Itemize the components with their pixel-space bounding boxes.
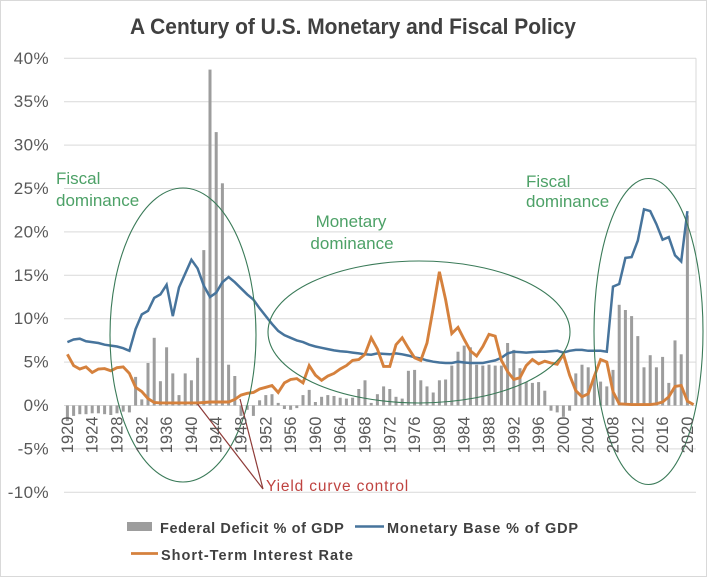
svg-text:1976: 1976 <box>406 417 424 454</box>
svg-text:1972: 1972 <box>381 417 399 454</box>
svg-text:1924: 1924 <box>84 417 102 454</box>
svg-text:1964: 1964 <box>332 417 350 454</box>
svg-text:10%: 10% <box>14 309 49 328</box>
svg-text:15%: 15% <box>14 266 49 285</box>
svg-text:Federal Deficit % of GDP: Federal Deficit % of GDP <box>160 521 344 537</box>
svg-text:Yield curve control: Yield curve control <box>266 478 409 495</box>
svg-text:1960: 1960 <box>307 417 325 454</box>
svg-text:1940: 1940 <box>183 417 201 454</box>
svg-text:0%: 0% <box>24 396 49 415</box>
svg-text:-10%: -10% <box>8 483 49 502</box>
svg-text:2008: 2008 <box>605 417 623 454</box>
svg-text:1928: 1928 <box>109 417 127 454</box>
svg-text:30%: 30% <box>14 136 49 155</box>
svg-text:1920: 1920 <box>59 417 77 454</box>
svg-text:1988: 1988 <box>481 417 499 454</box>
svg-text:1980: 1980 <box>431 417 449 454</box>
svg-text:2012: 2012 <box>629 417 647 454</box>
svg-text:A Century of U.S. Monetary and: A Century of U.S. Monetary and Fiscal Po… <box>130 15 576 40</box>
svg-text:1992: 1992 <box>505 417 523 454</box>
svg-text:-5%: -5% <box>18 439 49 458</box>
svg-text:2020: 2020 <box>679 417 697 454</box>
svg-text:1948: 1948 <box>233 417 251 454</box>
svg-text:1952: 1952 <box>257 417 275 454</box>
svg-text:1932: 1932 <box>133 417 151 454</box>
svg-text:dominance: dominance <box>310 234 393 253</box>
svg-text:Fiscal: Fiscal <box>526 172 570 191</box>
svg-text:1944: 1944 <box>208 417 226 454</box>
svg-text:dominance: dominance <box>526 192 609 211</box>
svg-text:1968: 1968 <box>357 417 375 454</box>
svg-text:dominance: dominance <box>56 191 139 210</box>
svg-text:25%: 25% <box>14 179 49 198</box>
svg-text:2000: 2000 <box>555 417 573 454</box>
svg-text:1996: 1996 <box>530 417 548 454</box>
svg-text:5%: 5% <box>24 353 49 372</box>
svg-text:20%: 20% <box>14 222 49 241</box>
svg-text:Fiscal: Fiscal <box>56 169 100 188</box>
svg-text:2016: 2016 <box>654 417 672 454</box>
svg-text:Monetary: Monetary <box>316 212 387 231</box>
svg-text:Monetary Base % of GDP: Monetary Base % of GDP <box>387 521 579 537</box>
svg-text:1956: 1956 <box>282 417 300 454</box>
svg-text:1936: 1936 <box>158 417 176 454</box>
svg-text:2004: 2004 <box>580 417 598 454</box>
svg-text:1984: 1984 <box>456 417 474 454</box>
svg-text:Short-Term Interest Rate: Short-Term Interest Rate <box>161 548 354 564</box>
svg-text:40%: 40% <box>14 49 49 68</box>
svg-text:35%: 35% <box>14 92 49 111</box>
